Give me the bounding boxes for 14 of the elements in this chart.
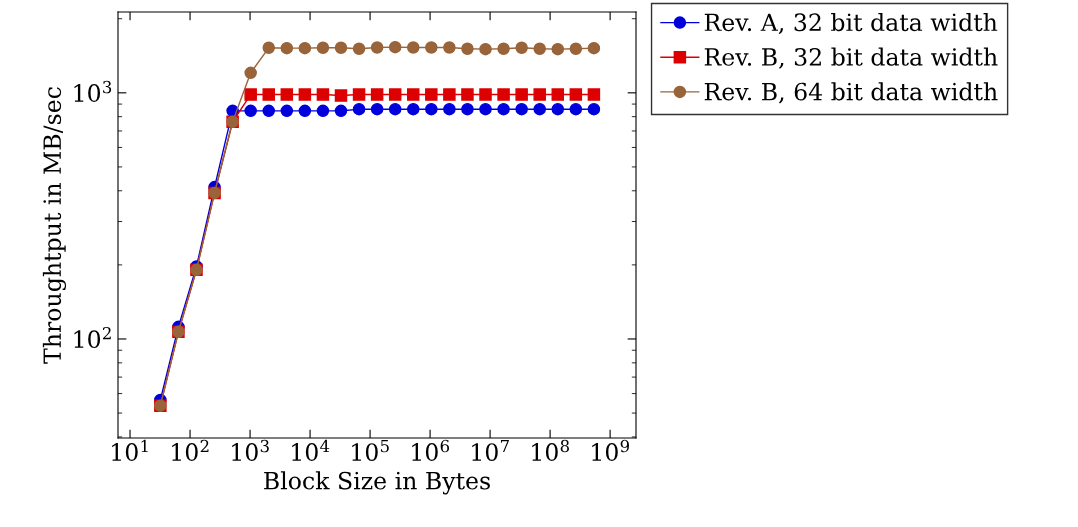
y-axis-title: Throughtput in MB/sec — [42, 87, 67, 364]
x-tick-label: 10$^{5}$ — [352, 440, 389, 461]
x-tick-label: 10$^{7}$ — [472, 440, 509, 461]
x-tick-label: 10$^{6}$ — [412, 439, 450, 461]
legend-label: Rev. B, 64 bit data width — [704, 82, 998, 104]
x-tick-label: 10$^{2}$ — [172, 439, 209, 461]
x-tick-label: 10$^{9}$ — [592, 439, 629, 461]
x-tick-label: 10$^{8}$ — [532, 439, 569, 461]
x-tick-label: 10$^{3}$ — [232, 439, 269, 461]
legend-label: Rev. A, 32 bit data width — [704, 12, 998, 35]
x-tick-label: 10$^{4}$ — [292, 439, 330, 461]
x-tick-label: 10$^{1}$ — [112, 439, 148, 461]
x-axis-title: Block Size in Bytes — [264, 471, 490, 495]
legend-label: Rev. B, 32 bit data width — [704, 47, 998, 69]
